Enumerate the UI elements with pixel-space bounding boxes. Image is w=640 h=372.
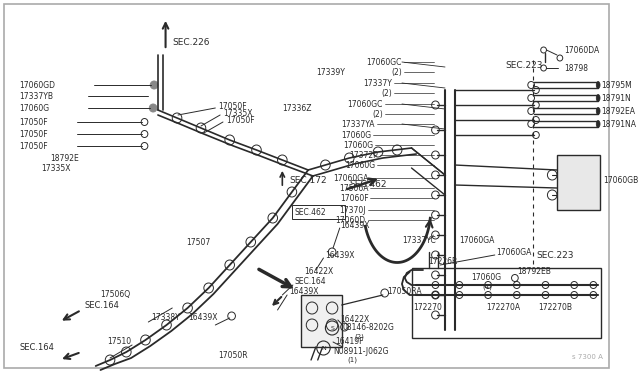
Text: 18791NA: 18791NA bbox=[601, 119, 636, 128]
Text: SEC.172: SEC.172 bbox=[289, 176, 326, 185]
Bar bbox=[292, 205, 344, 219]
Text: SEC.462: SEC.462 bbox=[349, 180, 387, 189]
Text: 17060F: 17060F bbox=[340, 193, 369, 202]
Text: 17050F: 17050F bbox=[19, 129, 48, 138]
Text: 17372P: 17372P bbox=[349, 151, 378, 160]
Text: 17050F: 17050F bbox=[226, 115, 255, 125]
Text: SEC.164: SEC.164 bbox=[19, 343, 54, 353]
Text: 17050RA: 17050RA bbox=[388, 288, 422, 296]
Ellipse shape bbox=[596, 81, 600, 89]
Text: 17050F: 17050F bbox=[218, 102, 247, 110]
Text: 17336Z: 17336Z bbox=[282, 103, 312, 112]
Text: 17507: 17507 bbox=[187, 237, 211, 247]
Circle shape bbox=[149, 104, 157, 112]
Text: SEC.226: SEC.226 bbox=[172, 38, 210, 46]
Ellipse shape bbox=[596, 94, 600, 102]
Text: 17337YB: 17337YB bbox=[19, 92, 53, 100]
Bar bbox=[412, 268, 601, 338]
Text: 17060GC: 17060GC bbox=[348, 99, 383, 109]
Text: SEC.223: SEC.223 bbox=[536, 250, 573, 260]
Text: 17060G: 17060G bbox=[345, 160, 375, 170]
Text: N: N bbox=[321, 346, 326, 350]
Bar bbox=[301, 295, 342, 347]
Text: 16439X: 16439X bbox=[189, 314, 218, 323]
Text: 17060G: 17060G bbox=[19, 103, 49, 112]
Text: 17060GB: 17060GB bbox=[603, 176, 638, 185]
Text: (2): (2) bbox=[381, 89, 392, 97]
Text: 18792E: 18792E bbox=[50, 154, 79, 163]
Text: 17370J: 17370J bbox=[339, 205, 365, 215]
Text: SEC.164: SEC.164 bbox=[84, 301, 119, 311]
Text: (2): (2) bbox=[354, 334, 364, 340]
Text: 17050R: 17050R bbox=[218, 350, 248, 359]
Text: 17337Y: 17337Y bbox=[364, 78, 392, 87]
Text: 172270: 172270 bbox=[413, 304, 442, 312]
Text: 172270B: 172270B bbox=[538, 304, 572, 312]
Text: (2): (2) bbox=[372, 109, 383, 119]
Text: s 7300 A: s 7300 A bbox=[572, 354, 603, 360]
Text: 17060GC: 17060GC bbox=[367, 58, 402, 67]
Text: 17226R: 17226R bbox=[428, 257, 457, 266]
Text: 17050F: 17050F bbox=[19, 118, 48, 126]
Text: 17050F: 17050F bbox=[19, 141, 48, 151]
Text: 17510: 17510 bbox=[107, 337, 131, 346]
Text: 17060GD: 17060GD bbox=[19, 80, 55, 90]
Ellipse shape bbox=[596, 121, 600, 128]
Text: 16439X: 16439X bbox=[289, 288, 319, 296]
Text: 17060GA: 17060GA bbox=[460, 235, 495, 244]
Text: SEC.462: SEC.462 bbox=[295, 208, 326, 217]
Text: 17060GA: 17060GA bbox=[496, 247, 531, 257]
Text: SEC.223: SEC.223 bbox=[506, 61, 543, 70]
Text: 17060D: 17060D bbox=[335, 215, 365, 224]
Text: 17338Y: 17338Y bbox=[151, 314, 180, 323]
Text: 18792EA: 18792EA bbox=[601, 106, 635, 115]
Bar bbox=[557, 155, 600, 210]
Text: 18795M: 18795M bbox=[601, 80, 632, 90]
Text: (4): (4) bbox=[483, 284, 492, 290]
Text: 08146-8202G: 08146-8202G bbox=[342, 324, 394, 333]
Text: 16439X: 16439X bbox=[340, 221, 369, 230]
Text: S: S bbox=[330, 326, 334, 330]
Text: 172270A: 172270A bbox=[486, 304, 520, 312]
Text: 17060G: 17060G bbox=[471, 273, 501, 282]
Text: 16422X: 16422X bbox=[340, 315, 369, 324]
Text: 17506Q: 17506Q bbox=[100, 291, 131, 299]
Text: 17337YC: 17337YC bbox=[402, 235, 436, 244]
Text: SEC.164: SEC.164 bbox=[295, 278, 326, 286]
Text: 17060G: 17060G bbox=[343, 141, 373, 150]
Text: 18798: 18798 bbox=[564, 64, 589, 73]
Text: 17335X: 17335X bbox=[41, 164, 70, 173]
Text: 17337YA: 17337YA bbox=[342, 119, 375, 128]
Text: 17339Y: 17339Y bbox=[316, 67, 345, 77]
Ellipse shape bbox=[596, 108, 600, 115]
Text: 16419F: 16419F bbox=[335, 337, 364, 346]
Text: N08911-J062G: N08911-J062G bbox=[333, 347, 388, 356]
Text: 17060DA: 17060DA bbox=[564, 45, 600, 55]
Text: 16439X: 16439X bbox=[325, 250, 355, 260]
Text: (1): (1) bbox=[348, 357, 357, 363]
Text: (2): (2) bbox=[391, 67, 402, 77]
Text: 17060GA: 17060GA bbox=[333, 173, 369, 183]
Text: 18791N: 18791N bbox=[601, 93, 631, 103]
Text: 17506A: 17506A bbox=[339, 183, 369, 192]
Text: 16422X: 16422X bbox=[305, 267, 333, 276]
Text: 18792EB: 18792EB bbox=[516, 267, 550, 276]
Circle shape bbox=[150, 81, 158, 89]
Text: 17060G: 17060G bbox=[341, 131, 371, 140]
Text: 17335X: 17335X bbox=[223, 109, 253, 118]
